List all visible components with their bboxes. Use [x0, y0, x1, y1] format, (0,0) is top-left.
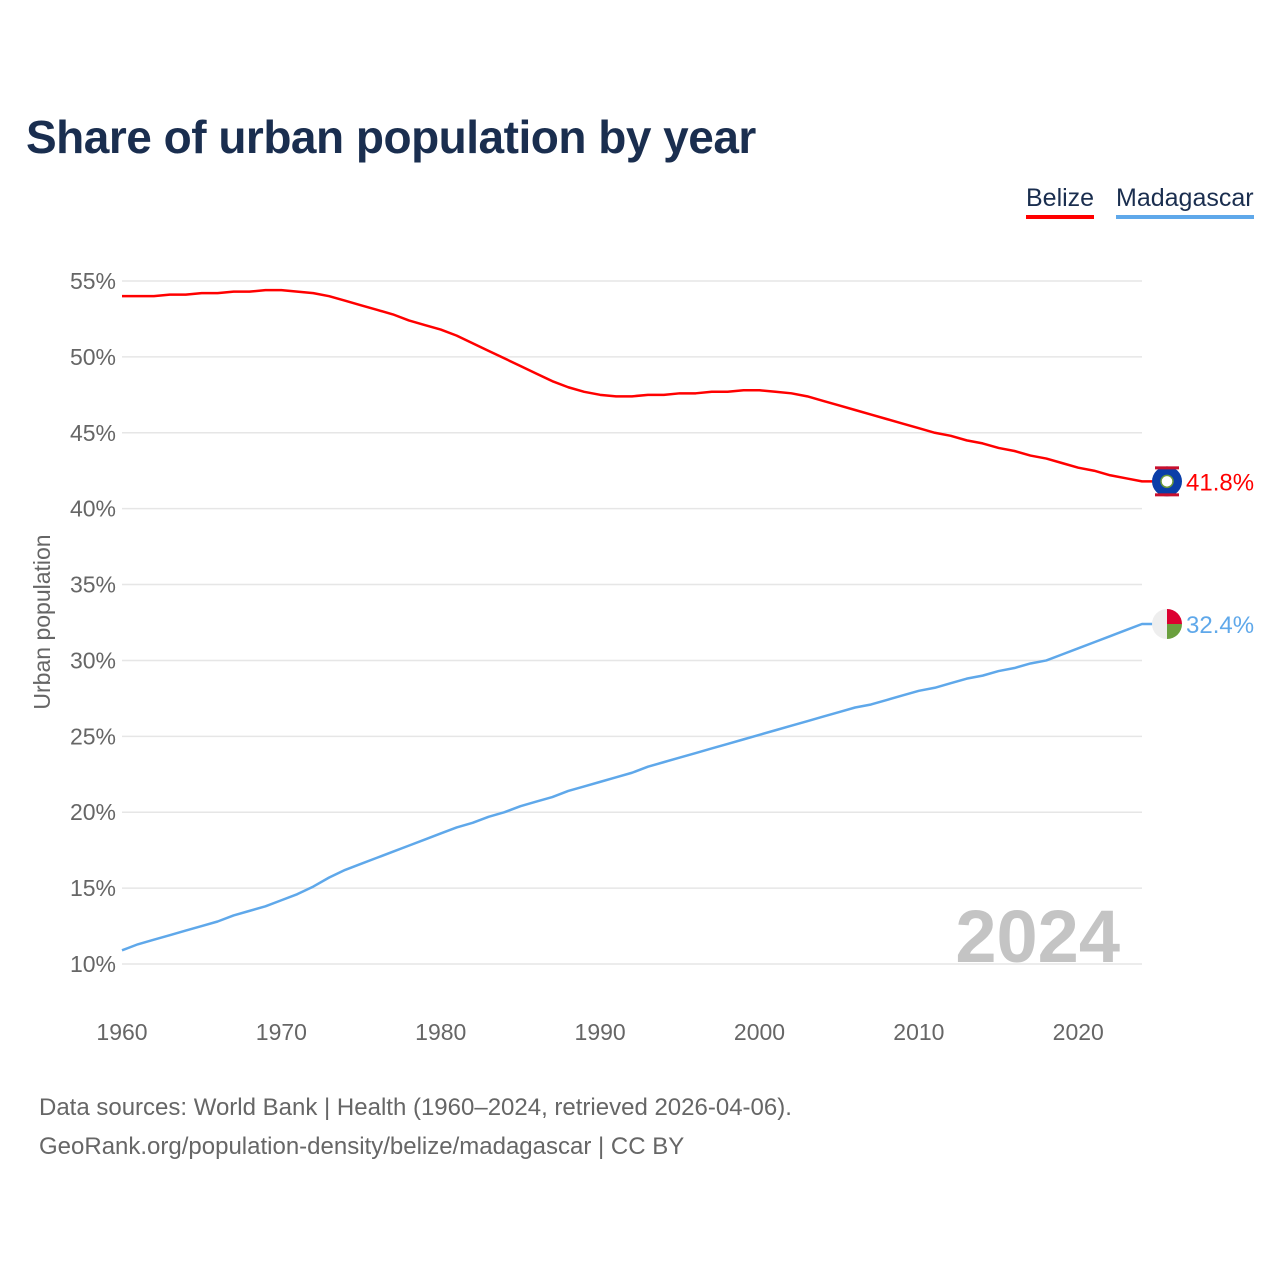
x-tick-label: 2010: [893, 1019, 944, 1045]
series-line-belize: [122, 288, 1160, 483]
chart-title: Share of urban population by year: [26, 111, 756, 163]
legend-item-belize[interactable]: Belize: [1026, 184, 1095, 219]
source-line-1: Data sources: World Bank | Health (1960–…: [39, 1094, 792, 1121]
y-tick-label: 30%: [70, 647, 116, 673]
belize-flag-stripe: [1155, 466, 1179, 470]
end-value-label-madagascar: 32.4%: [1186, 612, 1254, 639]
y-tick-label: 10%: [70, 951, 116, 977]
madagascar-flag-green: [1167, 624, 1182, 640]
x-tick-label: 2000: [734, 1019, 785, 1045]
belize-flag-emblem: [1160, 474, 1174, 489]
source-line-2[interactable]: GeoRank.org/population-density/belize/ma…: [39, 1133, 685, 1160]
y-tick-label: 40%: [70, 496, 116, 522]
madagascar-flag-icon: [1152, 609, 1167, 640]
y-tick-label: 50%: [70, 344, 116, 370]
year-watermark: 2024: [955, 895, 1120, 978]
y-tick-label: 35%: [70, 572, 116, 598]
legend-item-madagascar[interactable]: Madagascar: [1116, 184, 1254, 219]
series-line-madagascar: [121, 622, 1160, 952]
madagascar-flag-red: [1167, 609, 1182, 625]
y-tick-label: 45%: [70, 420, 116, 446]
x-tick-label: 1990: [575, 1019, 626, 1045]
y-tick-label: 15%: [70, 875, 116, 901]
x-tick-label: 1960: [96, 1019, 147, 1045]
end-value-label-belize: 41.8%: [1186, 469, 1254, 496]
y-tick-label: 25%: [70, 723, 116, 749]
x-tick-label: 2020: [1053, 1019, 1104, 1045]
source-note: Data sources: World Bank | Health (1960–…: [39, 1088, 792, 1166]
x-tick-label: 1980: [415, 1019, 466, 1045]
belize-flag-stripe: [1155, 493, 1179, 497]
x-tick-label: 1970: [256, 1019, 307, 1045]
y-axis-label: Urban population: [29, 534, 55, 709]
y-tick-label: 20%: [70, 799, 116, 825]
y-tick-label: 55%: [70, 268, 116, 294]
